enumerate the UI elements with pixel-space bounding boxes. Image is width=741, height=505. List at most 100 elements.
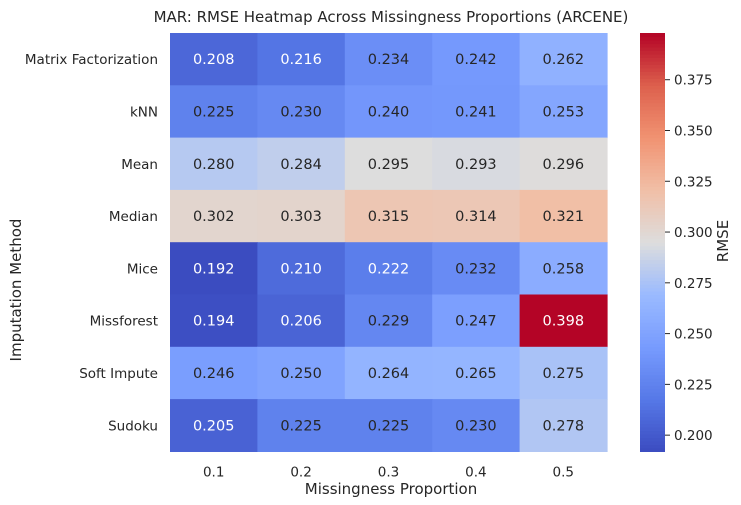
heatmap-cell-label: 0.398	[543, 314, 585, 330]
heatmap-cell-label: 0.225	[193, 104, 235, 120]
x-tick-label: 0.5	[553, 464, 574, 480]
heatmap-cell-label: 0.302	[193, 209, 235, 225]
colorbar-segment	[640, 189, 665, 194]
colorbar-segment	[640, 266, 665, 271]
colorbar-segment	[640, 172, 665, 177]
colorbar-segment	[640, 144, 665, 149]
colorbar-segment	[640, 92, 665, 97]
heatmap-cell	[519, 85, 608, 139]
y-tick-label: Median	[109, 209, 158, 225]
colorbar-segment	[640, 193, 665, 198]
colorbar-segment	[640, 416, 665, 421]
heatmap-cell	[257, 242, 346, 296]
heatmap-cell	[344, 85, 433, 139]
heatmap-cell-label: 0.229	[368, 314, 410, 330]
colorbar-tick-label: 0.250	[674, 327, 713, 343]
colorbar-segment	[640, 277, 665, 282]
y-tick-label: Matrix Factorization	[25, 52, 158, 68]
colorbar-segment	[640, 364, 665, 369]
colorbar-segment	[640, 440, 665, 446]
heatmap-cell	[519, 242, 608, 296]
colorbar-segment	[640, 378, 665, 383]
y-tick-label: Missforest	[90, 314, 158, 330]
heatmap-cell	[170, 294, 258, 348]
colorbar-segment	[640, 304, 665, 310]
colorbar-segment	[640, 339, 665, 344]
colorbar-segment	[640, 346, 665, 351]
colorbar-segment	[640, 67, 665, 72]
colorbar-segment	[640, 291, 665, 296]
heatmap-cell-label: 0.194	[193, 314, 235, 330]
colorbar-segment	[640, 158, 665, 163]
heatmap-cell-label: 0.280	[193, 157, 235, 173]
colorbar-segment	[640, 273, 665, 278]
colorbar	[640, 33, 665, 452]
heatmap-cell	[344, 242, 433, 296]
heatmap-cell	[257, 85, 346, 139]
colorbar-segment	[640, 444, 665, 449]
colorbar-segment	[640, 113, 665, 118]
heatmap-cell	[519, 294, 608, 348]
colorbar-segment	[640, 409, 665, 414]
colorbar-segment	[640, 388, 665, 393]
heatmap-cell-label: 0.262	[543, 52, 585, 68]
y-tick-label: Mean	[121, 157, 158, 173]
colorbar-segment	[640, 95, 665, 100]
colorbar-segment	[640, 106, 665, 111]
colorbar-segment	[640, 99, 665, 104]
colorbar-segment	[640, 259, 665, 264]
colorbar-segment	[640, 332, 665, 337]
heatmap-cell	[257, 137, 346, 191]
y-axis-ticks: Matrix Factorization kNN Mean Median Mice Mis…	[25, 52, 158, 434]
colorbar-segment	[640, 371, 665, 376]
heatmap-cell	[432, 399, 521, 452]
heatmap-cell	[257, 399, 346, 452]
colorbar-segment	[640, 168, 665, 174]
heatmap-cell-label: 0.225	[280, 418, 322, 434]
x-axis-ticks: 0.1 0.2 0.3 0.4 0.5	[203, 464, 574, 480]
colorbar-segment	[640, 374, 665, 379]
heatmap-cell	[257, 33, 346, 86]
heatmap-cell-label: 0.230	[455, 418, 497, 434]
colorbar-segment	[640, 102, 665, 107]
colorbar-segment	[640, 367, 665, 372]
colorbar-ticks: 0.200 0.225 0.250 0.275 0.300 0.325 0.350 0.375	[665, 73, 713, 444]
x-axis-title: Missingness Proportion	[305, 480, 477, 498]
colorbar-segment	[640, 343, 665, 348]
heatmap-cell	[170, 189, 258, 243]
heatmap-cell	[432, 242, 521, 296]
colorbar-segment	[640, 426, 665, 432]
heatmap-cell	[170, 137, 258, 191]
y-tick-label: Soft Impute	[79, 366, 158, 382]
colorbar-segment	[640, 162, 665, 167]
heatmap-cell	[519, 399, 608, 452]
colorbar-segment	[640, 46, 665, 52]
colorbar-segment	[640, 134, 665, 139]
colorbar-segment	[640, 311, 665, 317]
colorbar-segment	[640, 88, 665, 93]
heatmap-cell-label: 0.192	[193, 261, 235, 277]
heatmap-cell	[432, 137, 521, 191]
chart-title: MAR: RMSE Heatmap Across Missingness Pro…	[154, 8, 629, 26]
colorbar-segment	[640, 182, 665, 188]
colorbar-segment	[640, 245, 665, 250]
colorbar-segment	[640, 252, 665, 257]
heatmap-cell	[170, 399, 258, 452]
colorbar-segment	[640, 360, 665, 365]
heatmap-cell-label: 0.314	[455, 209, 497, 225]
colorbar-segment	[640, 214, 665, 219]
heatmap-cell-label: 0.265	[455, 366, 497, 382]
heatmap-cell-label: 0.315	[368, 209, 410, 225]
colorbar-segment	[640, 207, 665, 212]
colorbar-segment	[640, 123, 665, 128]
colorbar-segment	[640, 200, 665, 205]
colorbar-segment	[640, 36, 665, 41]
heatmap-cell	[432, 294, 521, 348]
colorbar-segment	[640, 433, 665, 439]
colorbar-segment	[640, 329, 665, 334]
colorbar-tick-label: 0.225	[674, 377, 713, 393]
colorbar-tick-label: 0.350	[674, 123, 713, 139]
colorbar-segment	[640, 81, 665, 86]
colorbar-segment	[640, 322, 665, 327]
